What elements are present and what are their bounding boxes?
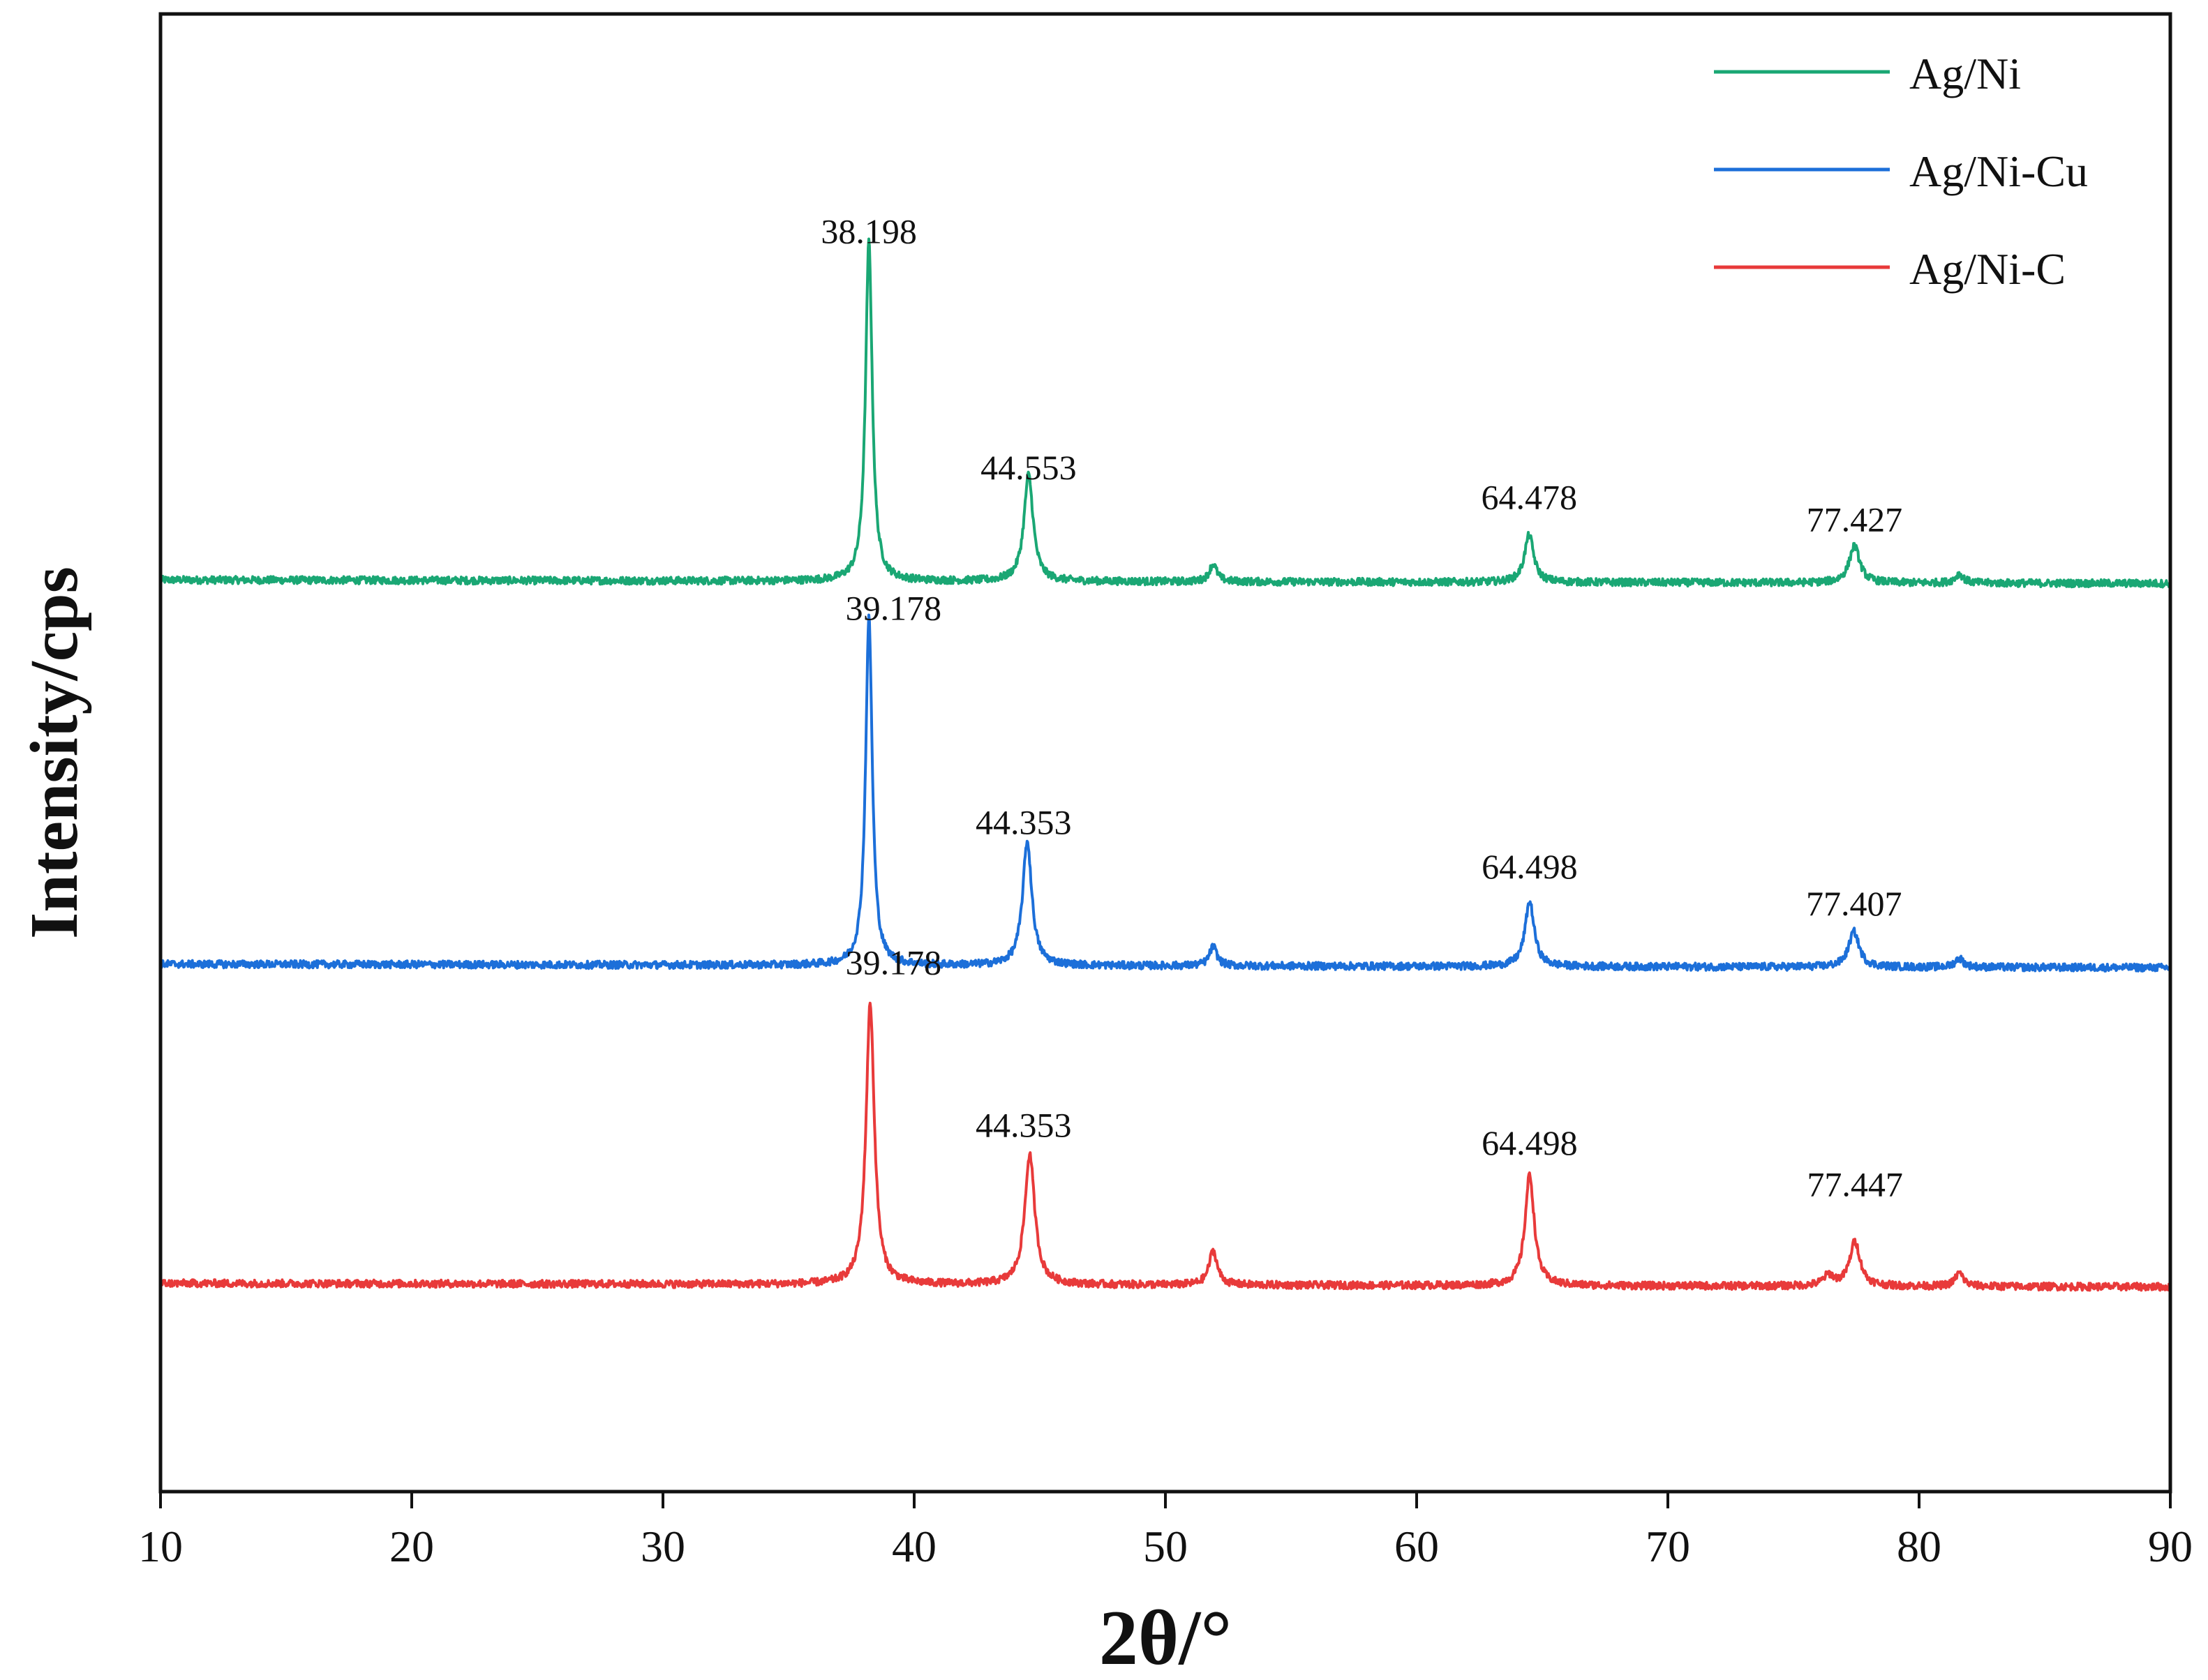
peak-label-ag-ni-c: 39.178: [846, 943, 942, 982]
peak-label-ag-ni-cu: 39.178: [846, 588, 942, 627]
peak-labels: 38.198 44.553 64.478 77.427 39.178 44.353 64.4…: [821, 211, 1903, 1203]
legend-label-ag-ni-c: Ag/Ni-C: [1909, 244, 2066, 294]
x-axis-title: 2θ/°: [1099, 1595, 1232, 1680]
x-tick-label: 60: [1394, 1522, 1439, 1571]
peak-label-ag-ni-cu: 64.498: [1482, 847, 1578, 886]
x-tick-label: 40: [892, 1522, 937, 1571]
peak-label-ag-ni: 44.553: [980, 448, 1077, 487]
x-tick-label: 70: [1646, 1522, 1690, 1571]
legend: Ag/Ni Ag/Ni-Cu Ag/Ni-C: [1714, 49, 2088, 294]
x-tick-label: 90: [2148, 1522, 2193, 1571]
series-lines: [159, 237, 2172, 1292]
peak-label-ag-ni: 38.198: [821, 211, 917, 250]
peak-label-ag-ni-c: 44.353: [976, 1106, 1072, 1145]
x-tick-label: 50: [1143, 1522, 1188, 1571]
peak-label-ag-ni: 64.478: [1481, 478, 1577, 517]
x-axis-ticks: 10 20 30 40 50 60 70 80 90: [138, 1492, 2193, 1571]
peak-label-ag-ni: 77.427: [1807, 500, 1903, 539]
peak-label-ag-ni-c: 64.498: [1482, 1123, 1578, 1162]
series-line-ag-ni-c: [159, 1001, 2172, 1292]
x-tick-label: 30: [641, 1522, 685, 1571]
series-line-ag-ni-cu: [159, 613, 2172, 973]
series-line-ag-ni: [159, 237, 2172, 589]
x-tick-label: 80: [1897, 1522, 1941, 1571]
x-tick-label: 10: [138, 1522, 183, 1571]
peak-label-ag-ni-cu: 44.353: [976, 803, 1072, 842]
y-axis-title: Intensity/cps: [17, 567, 92, 939]
x-tick-label: 20: [389, 1522, 434, 1571]
peak-label-ag-ni-cu: 77.407: [1806, 884, 1902, 923]
legend-label-ag-ni: Ag/Ni: [1909, 49, 2021, 98]
legend-label-ag-ni-cu: Ag/Ni-Cu: [1909, 147, 2088, 196]
peak-label-ag-ni-c: 77.447: [1807, 1164, 1903, 1203]
